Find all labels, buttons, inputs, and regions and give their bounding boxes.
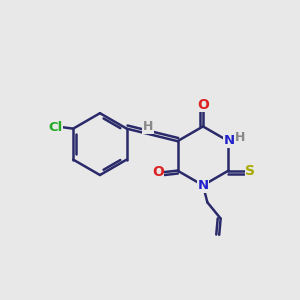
Text: O: O [197,98,209,112]
Text: N: N [224,134,235,147]
Text: H: H [235,131,245,144]
Text: H: H [142,120,153,133]
Text: N: N [197,179,208,192]
Text: Cl: Cl [48,121,63,134]
Text: S: S [245,164,255,178]
Text: O: O [152,165,164,179]
